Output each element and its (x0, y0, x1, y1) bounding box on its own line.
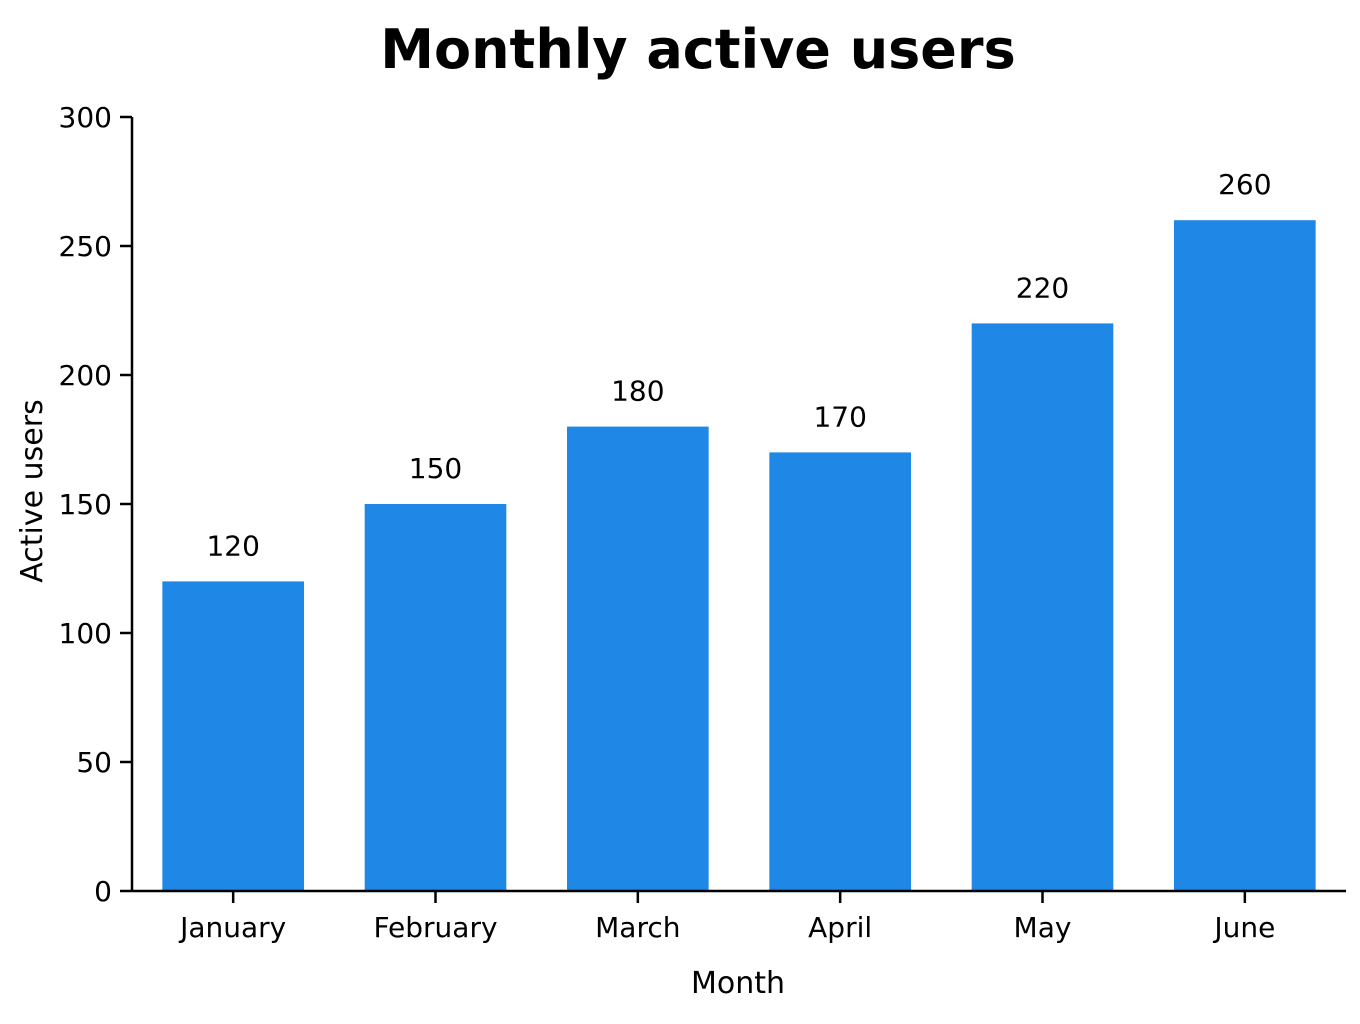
y-tick-label: 200 (59, 359, 112, 392)
y-axis-ticks: 0 50 100 150 200 250 300 (59, 101, 132, 908)
chart-title: Monthly active users (380, 18, 1015, 81)
y-tick-label: 250 (59, 230, 112, 263)
data-label: 260 (1218, 168, 1271, 201)
x-axis-ticks: January February March April May June (178, 891, 1275, 944)
x-tick-label: April (808, 911, 872, 944)
data-label: 170 (813, 400, 866, 433)
y-axis-title: Active users (15, 399, 50, 582)
x-tick-label: May (1014, 911, 1072, 944)
x-tick-label: February (373, 911, 497, 944)
bar (364, 504, 507, 891)
data-label: 120 (206, 529, 259, 562)
bars (162, 220, 1316, 891)
data-label: 220 (1016, 271, 1069, 304)
x-tick-label: June (1212, 911, 1275, 944)
y-tick-label: 50 (76, 746, 112, 779)
x-tick-label: January (178, 911, 286, 944)
y-tick-label: 0 (94, 875, 112, 908)
bar (567, 426, 709, 891)
x-tick-label: March (595, 911, 680, 944)
data-labels: 120 150 180 170 220 260 (206, 168, 1271, 562)
y-tick-label: 300 (59, 101, 112, 134)
bar (1174, 220, 1316, 891)
bar (769, 452, 911, 891)
data-label: 150 (409, 452, 462, 485)
y-tick-label: 150 (59, 488, 112, 521)
y-tick-label: 100 (59, 617, 112, 650)
bar (971, 323, 1114, 891)
data-label: 180 (611, 375, 664, 408)
bar (162, 581, 304, 891)
x-axis-title: Month (691, 966, 785, 1001)
